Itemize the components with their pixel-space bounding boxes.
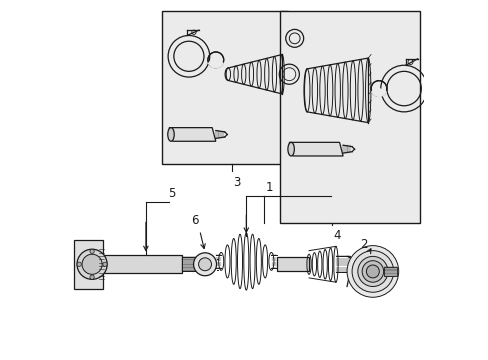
Circle shape — [193, 253, 216, 276]
Polygon shape — [169, 128, 215, 141]
Bar — [383, 267, 396, 276]
Bar — [280, 12, 419, 223]
Circle shape — [102, 262, 107, 266]
Wedge shape — [208, 60, 223, 68]
Bar — [276, 257, 308, 271]
Circle shape — [77, 249, 107, 279]
Text: 6: 6 — [191, 214, 198, 227]
Text: 5: 5 — [168, 187, 175, 200]
Ellipse shape — [287, 142, 294, 156]
Polygon shape — [74, 240, 102, 289]
Text: 1: 1 — [265, 181, 272, 194]
Circle shape — [77, 262, 81, 266]
Circle shape — [90, 249, 94, 253]
Circle shape — [366, 265, 379, 278]
Text: 2: 2 — [359, 238, 366, 251]
Polygon shape — [289, 142, 343, 156]
Circle shape — [357, 256, 387, 287]
Circle shape — [351, 251, 393, 292]
Text: 3: 3 — [233, 176, 240, 189]
Text: 4: 4 — [333, 229, 340, 243]
Wedge shape — [371, 89, 386, 96]
Circle shape — [198, 258, 211, 271]
Circle shape — [82, 254, 102, 274]
Ellipse shape — [167, 128, 174, 141]
Bar — [162, 12, 287, 164]
Circle shape — [90, 275, 94, 279]
Bar — [182, 257, 199, 271]
Circle shape — [362, 261, 383, 282]
Bar — [104, 255, 182, 273]
Circle shape — [346, 246, 398, 297]
